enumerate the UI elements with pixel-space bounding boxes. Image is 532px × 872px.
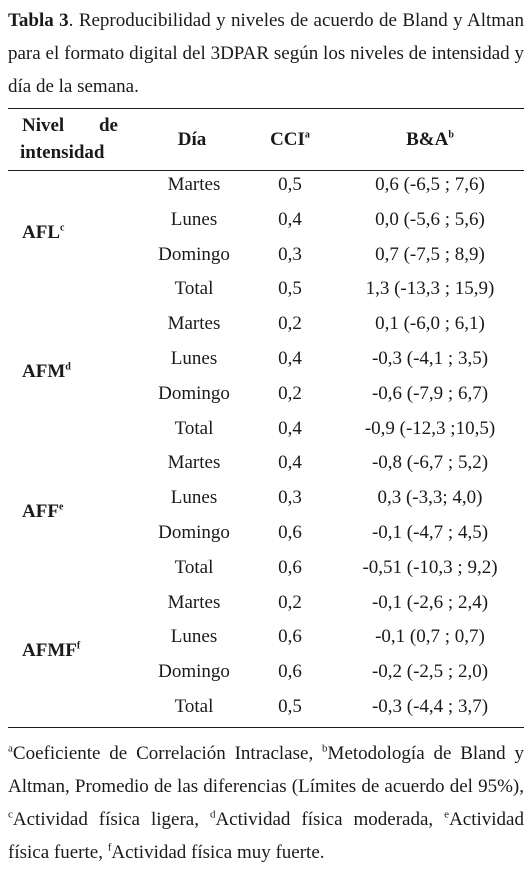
footnote-text: Metodología de Bland y Altman, Promedio … [8, 743, 524, 797]
cell-ba: -0,6 (-7,9 ; 6,7) [371, 382, 489, 404]
cell-cci: 0,6 [278, 661, 302, 683]
header-ba-sup: b [448, 129, 454, 141]
caption-text: . Reproducibilidad y niveles de acuerdo … [8, 10, 524, 97]
table-bottom-rule [8, 727, 524, 728]
footnote-text: Actividad física muy fuerte. [111, 842, 325, 863]
cell-ba: 0,0 (-5,6 ; 5,6) [375, 208, 485, 230]
cell-ba: -0,8 (-6,7 ; 5,2) [371, 452, 489, 474]
table-caption: Tabla 3. Reproducibilidad y niveles de a… [8, 4, 524, 103]
header-dia: Día [177, 129, 207, 150]
cell-ba: 0,3 (-3,3; 4,0) [377, 487, 483, 509]
group-label-0: AFLc [22, 220, 142, 246]
footnote-text: Actividad física moderada, [215, 809, 445, 830]
cell-dia: Total [174, 417, 214, 439]
header-cci-label: CCI [270, 129, 305, 150]
caption-label: Tabla 3 [8, 10, 69, 31]
header-ba-label: B&A [406, 129, 449, 150]
cell-dia: Domingo [158, 522, 230, 543]
cell-cci: 0,2 [278, 591, 302, 613]
cell-cci: 0,4 [278, 417, 302, 439]
footnote-marker: b [322, 742, 328, 755]
group-label-1: AFMd [22, 359, 142, 385]
cell-ba: -0,9 (-12,3 ;10,5) [364, 417, 496, 439]
footnote-text: Actividad física ligera, [12, 809, 210, 830]
cell-dia: Lunes [170, 208, 218, 230]
cell-dia: Lunes [170, 487, 218, 509]
cell-ba: -0,51 (-10,3 ; 9,2) [362, 556, 498, 578]
table-footnote: aCoeficiente de Correlación Intraclase, … [8, 737, 524, 869]
cell-cci: 0,2 [278, 313, 302, 335]
cell-cci: 0,6 [278, 556, 302, 578]
table-top-rule [8, 108, 524, 109]
footnote-text: Actividad física fuerte, [8, 809, 524, 863]
cell-ba: -0,1 (-4,7 ; 4,5) [371, 522, 489, 543]
cell-dia: Martes [167, 313, 221, 335]
cell-ba: 1,3 (-13,3 ; 15,9) [365, 278, 495, 300]
group-label-text: AFL [22, 222, 60, 244]
cell-dia: Lunes [170, 626, 218, 648]
cell-cci: 0,3 [278, 487, 302, 509]
cell-dia: Martes [167, 174, 221, 195]
cell-ba: -0,2 (-2,5 ; 2,0) [371, 661, 489, 683]
group-label-sup: f [76, 640, 81, 652]
cell-cci: 0,5 [278, 278, 302, 300]
cell-dia: Total [174, 556, 214, 578]
cell-ba: 0,6 (-6,5 ; 7,6) [375, 174, 485, 195]
cell-cci: 0,5 [278, 174, 302, 195]
footnote-marker: a [8, 742, 13, 755]
cell-cci: 0,6 [278, 626, 302, 648]
footnote-marker: e [444, 808, 450, 821]
table-header-rule [8, 170, 524, 171]
cell-dia: Martes [167, 452, 221, 474]
header-nivel: Nivel de [22, 115, 118, 136]
group-label-sup: d [65, 362, 71, 374]
cell-dia: Martes [167, 591, 221, 613]
cell-ba: 0,7 (-7,5 ; 8,9) [375, 243, 485, 265]
group-label-sup: e [58, 501, 64, 513]
header-intensidad: intensidad [20, 142, 105, 163]
group-label-text: AFM [22, 361, 66, 383]
cell-dia: Domingo [158, 382, 230, 404]
cell-cci: 0,6 [278, 522, 302, 543]
group-label-text: AFF [22, 500, 59, 522]
group-label-3: AFMFf [22, 638, 142, 664]
footnote-marker: c [8, 808, 13, 821]
cell-dia: Total [174, 278, 214, 300]
group-label-text: AFMF [22, 639, 77, 661]
footnote-text: Coeficiente de Correlación Intraclase, [12, 743, 323, 764]
cell-dia: Domingo [158, 243, 230, 265]
cell-cci: 0,5 [278, 696, 302, 717]
cell-cci: 0,4 [278, 208, 302, 230]
cell-dia: Total [174, 696, 214, 717]
footnote-marker: d [209, 808, 216, 821]
cell-cci: 0,3 [278, 243, 302, 265]
cell-cci: 0,4 [278, 348, 302, 369]
cell-dia: Lunes [170, 348, 218, 369]
cell-cci: 0,4 [278, 452, 302, 474]
cell-cci: 0,2 [278, 382, 302, 404]
header-ba: B&Ab [340, 127, 520, 153]
header-cci: CCIa [240, 127, 340, 153]
cell-ba: -0,1 (0,7 ; 0,7) [375, 626, 485, 648]
cell-ba: -0,1 (-2,6 ; 2,4) [371, 591, 489, 613]
cell-ba: 0,1 (-6,0 ; 6,1) [375, 313, 485, 335]
cell-ba: -0,3 (-4,4 ; 3,7) [371, 696, 489, 717]
cell-dia: Domingo [158, 661, 230, 683]
cell-ba: -0,3 (-4,1 ; 3,5) [371, 348, 489, 369]
group-label-2: AFFe [22, 499, 142, 525]
group-label-sup: c [60, 222, 65, 234]
header-cci-sup: a [304, 129, 310, 141]
footnote-marker: f [107, 841, 112, 854]
